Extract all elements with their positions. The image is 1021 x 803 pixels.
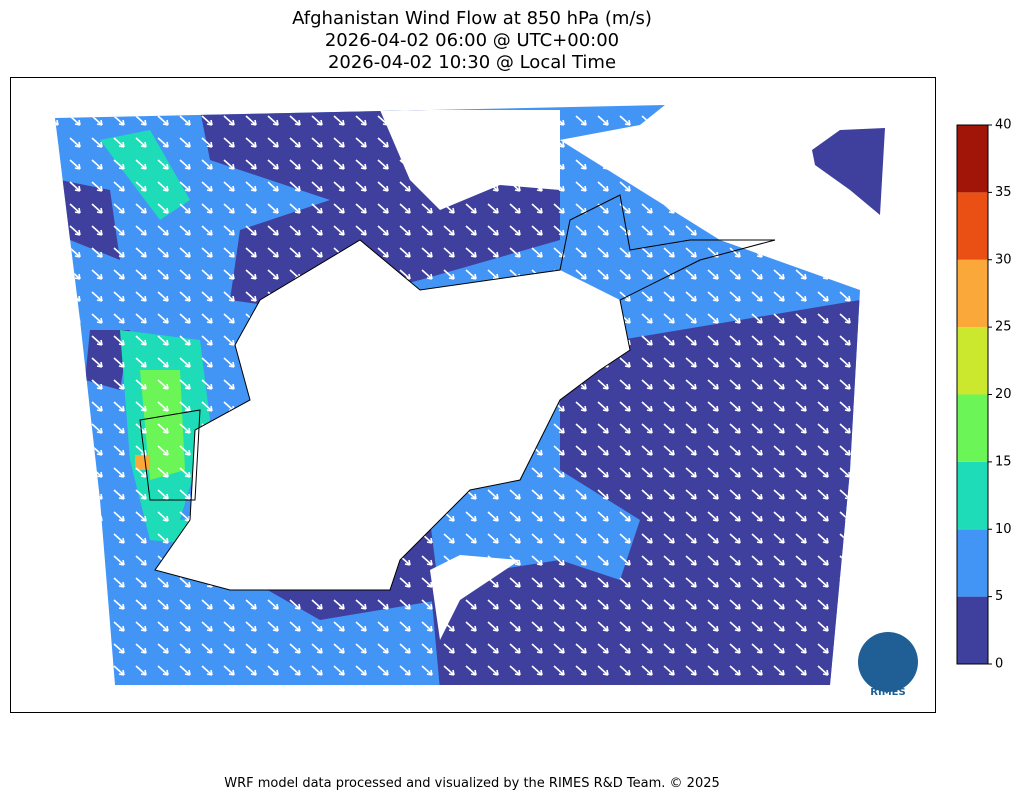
colorbar-tick-label: 35 — [995, 185, 1012, 200]
colorbar-tick-label: 15 — [995, 454, 1012, 469]
colorbar-segment — [957, 596, 988, 664]
colorbar: 0 5 10 15 20 25 30 35 40 — [956, 118, 1012, 672]
colorbar-tick-label: 10 — [995, 522, 1012, 537]
colorbar-segment — [957, 192, 988, 260]
colorbar-tick-label: 0 — [995, 657, 1003, 672]
footer: WRF model data processed and visualized … — [224, 776, 720, 791]
colorbar-segment — [957, 529, 988, 597]
wind-field — [55, 105, 860, 685]
colorbar-tick-label: 20 — [995, 387, 1012, 402]
colorbar-segment — [957, 461, 988, 530]
logo: RIMES — [858, 632, 918, 698]
title-line: 2026-04-02 10:30 @ Local Time — [328, 52, 616, 73]
borders — [139, 194, 776, 591]
logo-text: RIMES — [870, 687, 905, 698]
colorbar-tick-label: 5 — [995, 589, 1003, 604]
colorbar-segment — [957, 259, 988, 328]
colorbar-tick-label: 30 — [995, 252, 1012, 267]
colorbar-segment — [957, 327, 988, 395]
title-line: 2026-04-02 06:00 @ UTC+00:00 — [325, 30, 619, 51]
colorbar-tick-label: 40 — [995, 118, 1012, 133]
wind-patch — [812, 128, 885, 215]
colorbar-segment — [957, 125, 988, 193]
colorbar-segment — [957, 394, 988, 462]
title-line: Afghanistan Wind Flow at 850 hPa (m/s) — [292, 8, 652, 29]
colorbar-tick-label: 25 — [995, 320, 1012, 335]
